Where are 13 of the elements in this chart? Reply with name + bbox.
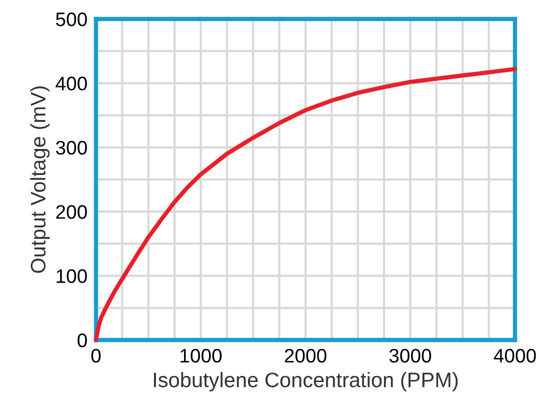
x-axis-title: Isobutylene Concentration (PPM) bbox=[154, 372, 458, 392]
y-tick-label: 200 bbox=[56, 205, 87, 219]
x-tick-label: 3000 bbox=[389, 348, 432, 363]
y-tick-label: 300 bbox=[56, 140, 87, 155]
y-axis-title: Output Voltage (mV) bbox=[30, 86, 50, 273]
y-tick-label: 400 bbox=[56, 76, 87, 90]
y-tick-label: 500 bbox=[56, 12, 87, 26]
y-tick-label: 100 bbox=[56, 269, 87, 284]
x-tick-label: 1000 bbox=[180, 348, 222, 363]
x-tick-label: 2000 bbox=[284, 348, 326, 363]
x-tick-label: 4000 bbox=[494, 348, 536, 363]
x-tick-label: 0 bbox=[91, 348, 101, 363]
y-tick-label: 0 bbox=[78, 333, 87, 348]
